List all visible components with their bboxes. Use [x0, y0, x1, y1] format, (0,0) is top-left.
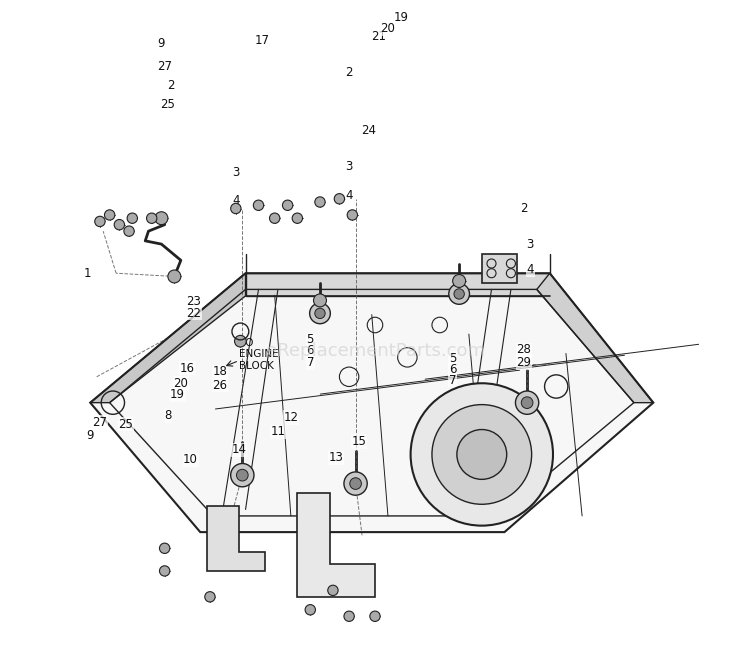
Circle shape [347, 210, 358, 220]
Polygon shape [482, 254, 518, 283]
Text: 28: 28 [517, 343, 531, 356]
Text: 27: 27 [92, 415, 107, 428]
Text: 6: 6 [307, 344, 314, 358]
Circle shape [305, 604, 316, 615]
Text: 13: 13 [328, 451, 344, 464]
Circle shape [334, 194, 344, 204]
Text: 5: 5 [307, 333, 314, 346]
Circle shape [127, 213, 137, 224]
Text: 24: 24 [361, 124, 376, 137]
Circle shape [310, 303, 330, 324]
Polygon shape [537, 273, 653, 402]
Circle shape [314, 294, 326, 307]
Circle shape [160, 566, 170, 576]
Circle shape [521, 397, 533, 408]
Circle shape [231, 203, 241, 214]
Text: 9: 9 [158, 37, 165, 50]
Text: 15: 15 [352, 435, 366, 448]
Text: 3: 3 [526, 238, 534, 251]
Text: 1: 1 [83, 266, 91, 280]
Circle shape [269, 213, 280, 224]
Text: 9: 9 [86, 428, 94, 441]
Circle shape [168, 270, 181, 283]
Circle shape [344, 472, 368, 495]
Text: 10: 10 [183, 453, 198, 466]
Text: 11: 11 [271, 425, 286, 438]
Circle shape [124, 226, 134, 237]
Circle shape [254, 200, 264, 211]
Circle shape [344, 611, 354, 621]
Text: 14: 14 [232, 443, 247, 456]
Text: 7: 7 [449, 374, 457, 387]
Circle shape [155, 212, 168, 225]
Circle shape [453, 274, 466, 287]
Circle shape [448, 283, 470, 304]
Text: 26: 26 [212, 379, 227, 392]
Text: 4: 4 [232, 194, 239, 207]
Circle shape [350, 478, 361, 489]
Text: 20: 20 [173, 377, 188, 390]
Text: 21: 21 [370, 31, 386, 44]
Text: 25: 25 [118, 417, 134, 430]
Text: 6: 6 [449, 363, 457, 376]
Text: 3: 3 [232, 166, 239, 179]
Circle shape [457, 430, 507, 479]
Circle shape [235, 335, 246, 347]
Text: 5: 5 [449, 352, 456, 365]
Text: 4: 4 [345, 189, 352, 202]
Circle shape [432, 404, 532, 504]
Circle shape [231, 463, 254, 487]
Text: 20: 20 [380, 22, 395, 35]
Circle shape [160, 543, 170, 553]
Circle shape [515, 391, 538, 414]
Text: 2: 2 [167, 79, 175, 92]
Circle shape [292, 213, 302, 224]
Circle shape [328, 585, 338, 595]
Polygon shape [297, 493, 375, 597]
Circle shape [114, 220, 125, 230]
Polygon shape [90, 273, 245, 402]
Text: 4: 4 [526, 263, 534, 276]
Circle shape [315, 197, 326, 207]
Text: 2: 2 [520, 202, 527, 215]
Text: 7: 7 [307, 356, 314, 369]
Text: 19: 19 [170, 389, 185, 402]
Circle shape [315, 308, 326, 318]
Polygon shape [90, 273, 653, 532]
Text: 23: 23 [186, 294, 201, 307]
Circle shape [205, 592, 215, 602]
Circle shape [104, 210, 115, 220]
Text: 29: 29 [516, 356, 531, 369]
Circle shape [370, 611, 380, 621]
Circle shape [454, 289, 464, 299]
Text: 17: 17 [254, 34, 269, 47]
Circle shape [236, 469, 248, 481]
Text: 3: 3 [346, 160, 352, 173]
Polygon shape [207, 506, 265, 571]
Circle shape [146, 213, 157, 224]
Circle shape [410, 384, 553, 526]
Text: TO
ENGINE
BLOCK: TO ENGINE BLOCK [239, 337, 279, 370]
Polygon shape [245, 273, 550, 296]
Text: 19: 19 [394, 11, 409, 24]
Text: 2: 2 [345, 66, 352, 79]
Text: 8: 8 [164, 409, 172, 422]
Text: 22: 22 [186, 307, 201, 320]
Text: 18: 18 [212, 365, 227, 378]
Circle shape [94, 216, 105, 227]
Text: eReplacementParts.com: eReplacementParts.com [266, 342, 484, 360]
Text: 12: 12 [284, 411, 298, 424]
Circle shape [283, 200, 292, 211]
Text: 25: 25 [160, 98, 176, 111]
Text: 27: 27 [158, 60, 172, 73]
Text: 16: 16 [180, 362, 195, 375]
